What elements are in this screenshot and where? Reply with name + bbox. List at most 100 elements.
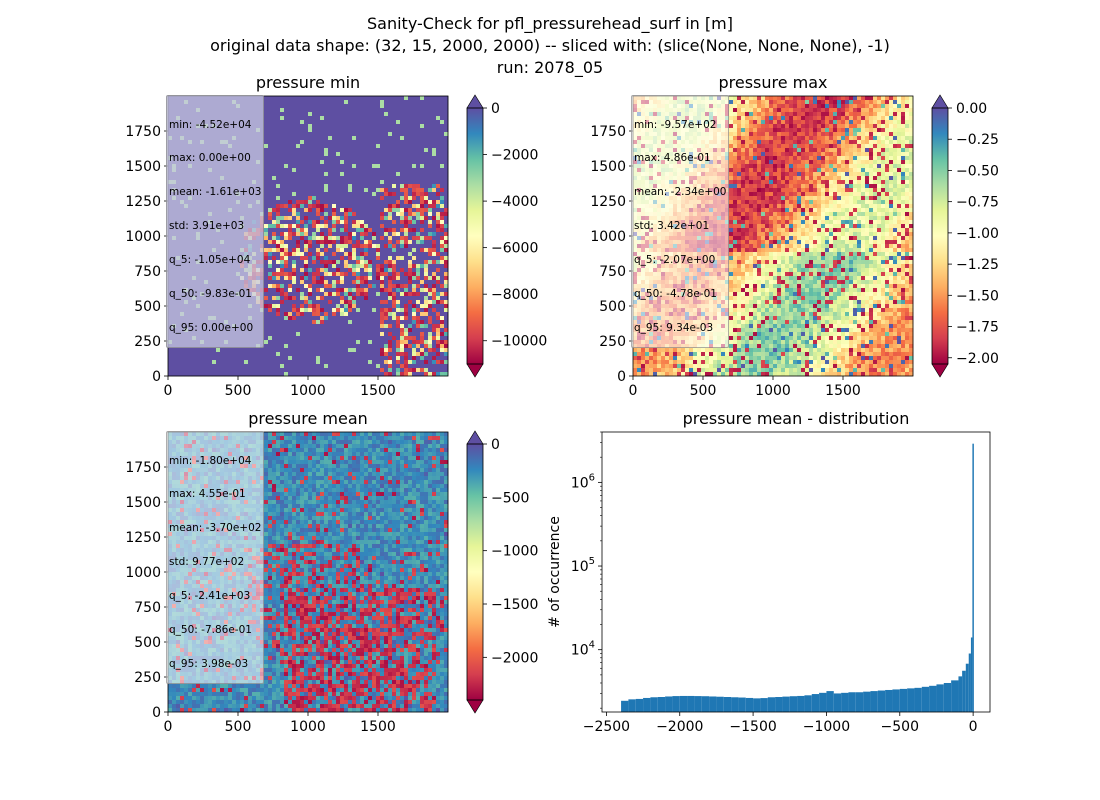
map-pressure-mean-colorbar-tick-label: −1500 [491,597,538,613]
histogram-bar [863,691,871,712]
figure-title-line-3: run: 2078_05 [496,58,604,77]
stat-line: q_50: -7.86e-01 [169,624,252,637]
histogram-bar [958,676,963,712]
map-pressure-max-colorbar-tick-label: −1.25 [956,257,999,273]
map-pressure-max-ytick-label: 1750 [590,124,626,140]
panel-title-pressure-mean: pressure mean [248,409,368,428]
map-pressure-max-ytick-label: 1000 [590,229,626,245]
map-pressure-min-colorbar-extend-top [466,94,484,109]
stat-line: mean: -3.70e+02 [169,522,262,535]
map-pressure-min-colorbar-tick-label: 0 [491,101,500,117]
histogram-bar [643,697,651,712]
map-pressure-max-xtick-label: 500 [690,383,717,399]
histogram-bar [753,698,761,712]
map-pressure-min-ytick-label: 500 [134,299,161,315]
map-pressure-min-ytick-label: 250 [134,334,161,350]
histogram-xtick-label: −2500 [583,719,630,735]
histogram-bar [775,697,783,712]
histogram-bar [892,689,900,712]
histogram-bar [936,684,944,712]
histogram-bar [899,688,908,712]
figure-title-line-2: original data shape: (32, 15, 2000, 2000… [210,36,890,55]
histogram-bar [972,443,974,712]
map-pressure-min-ytick-label: 0 [152,369,161,385]
histogram-bar [709,696,717,712]
histogram-bar [650,697,658,712]
map-pressure-min-xtick-label: 500 [225,383,252,399]
histogram-bar [819,692,827,712]
map-pressure-min-xtick-label: 1000 [290,383,326,399]
map-pressure-min-colorbar-tick-label: −6000 [491,241,538,257]
map-pressure-min-xtick-label: 1500 [360,383,396,399]
map-pressure-mean-ytick-label: 750 [134,600,161,616]
histogram-bar [943,682,952,712]
histogram-bar [782,696,790,712]
map-pressure-min-colorbar-tick-label: −2000 [491,148,538,164]
histogram-bar [951,680,959,712]
stat-line: std: 3.91e+03 [169,220,245,233]
map-pressure-mean-ytick-label: 250 [134,670,161,686]
map-pressure-mean-ytick-label: 1750 [125,460,161,476]
map-pressure-mean-xtick-label: 0 [164,719,173,735]
histogram-ytick-label: 104 [571,640,595,659]
histogram-bar [914,687,922,712]
histogram-bar [870,691,878,712]
histogram-bar [877,690,886,712]
histogram-bar [657,697,666,712]
stat-line: q_5: -1.05e+04 [169,254,251,267]
map-pressure-min-colorbar-extend-bottom [466,363,484,378]
histogram-ylabel: # of occurrence [547,516,563,628]
histogram-bar [848,692,856,712]
histogram-bar [628,699,636,712]
histogram-xtick-label: 0 [969,719,978,735]
map-pressure-max-colorbar-tick-label: −1.75 [956,320,999,336]
histogram-bar [694,696,702,712]
stat-line: max: 0.00e+00 [169,152,251,165]
histogram-bar [970,637,973,712]
map-pressure-max-ytick-label: 0 [617,369,626,385]
map-pressure-max-colorbar-tick-label: −2.00 [956,351,999,367]
map-pressure-mean-ytick-label: 1250 [125,530,161,546]
histogram-bar [679,695,688,712]
histogram-ytick-label: 106 [571,472,595,491]
map-pressure-mean-colorbar-tick-label: −500 [491,490,529,506]
map-pressure-mean-colorbar-frame [466,443,484,701]
stat-line: min: -1.80e+04 [169,454,252,467]
histogram-bar [797,695,805,712]
map-pressure-max-ytick-label: 1500 [590,159,626,175]
map-pressure-min-xtick-label: 0 [164,383,173,399]
histogram-bar [621,700,629,712]
map-pressure-max-colorbar-tick-label: −0.75 [956,195,999,211]
map-pressure-max-xtick-label: 1000 [755,383,791,399]
map-pressure-mean-ytick-label: 1000 [125,565,161,581]
histogram-xtick-label: −1000 [803,719,850,735]
histogram-bar [701,696,710,712]
map-pressure-max-colorbar-tick-label: −0.50 [956,163,999,179]
stats-box-pressure-max: min: -9.57e+02 max: 4.86e-01 mean: -2.34… [631,95,730,348]
map-pressure-min-ytick-label: 1250 [125,194,161,210]
histogram-ytick-label: 105 [571,556,595,575]
stat-line: min: -4.52e+04 [169,118,252,131]
stat-line: max: 4.86e-01 [634,152,711,165]
stats-box-pressure-mean: min: -1.80e+04 max: 4.55e-01 mean: -3.70… [166,431,265,684]
histogram-bar [929,685,937,712]
histogram-bar [665,696,673,712]
histogram-bar [921,686,930,712]
stat-line: std: 9.77e+02 [169,556,245,569]
map-pressure-mean-colorbar-gradient [467,444,483,700]
histogram-bar [731,697,739,712]
histogram-bar [672,696,680,712]
map-pressure-min-ytick-label: 1500 [125,159,161,175]
map-pressure-max-ytick-label: 250 [599,334,626,350]
map-pressure-max-ytick-label: 500 [599,299,626,315]
map-pressure-mean-colorbar-extend-bottom [466,699,484,714]
map-pressure-max-colorbar-extend-top [931,94,949,109]
histogram-bar [767,697,776,712]
stat-line: q_95: 9.34e-03 [634,321,714,334]
histogram-bar [760,698,768,712]
histogram-bar [968,653,971,712]
stat-line: min: -9.57e+02 [634,118,717,131]
histogram-xtick-label: −500 [881,719,919,735]
map-pressure-mean-colorbar-tick-label: −1000 [491,544,538,560]
panel-title-pressure-max: pressure max [718,73,828,92]
